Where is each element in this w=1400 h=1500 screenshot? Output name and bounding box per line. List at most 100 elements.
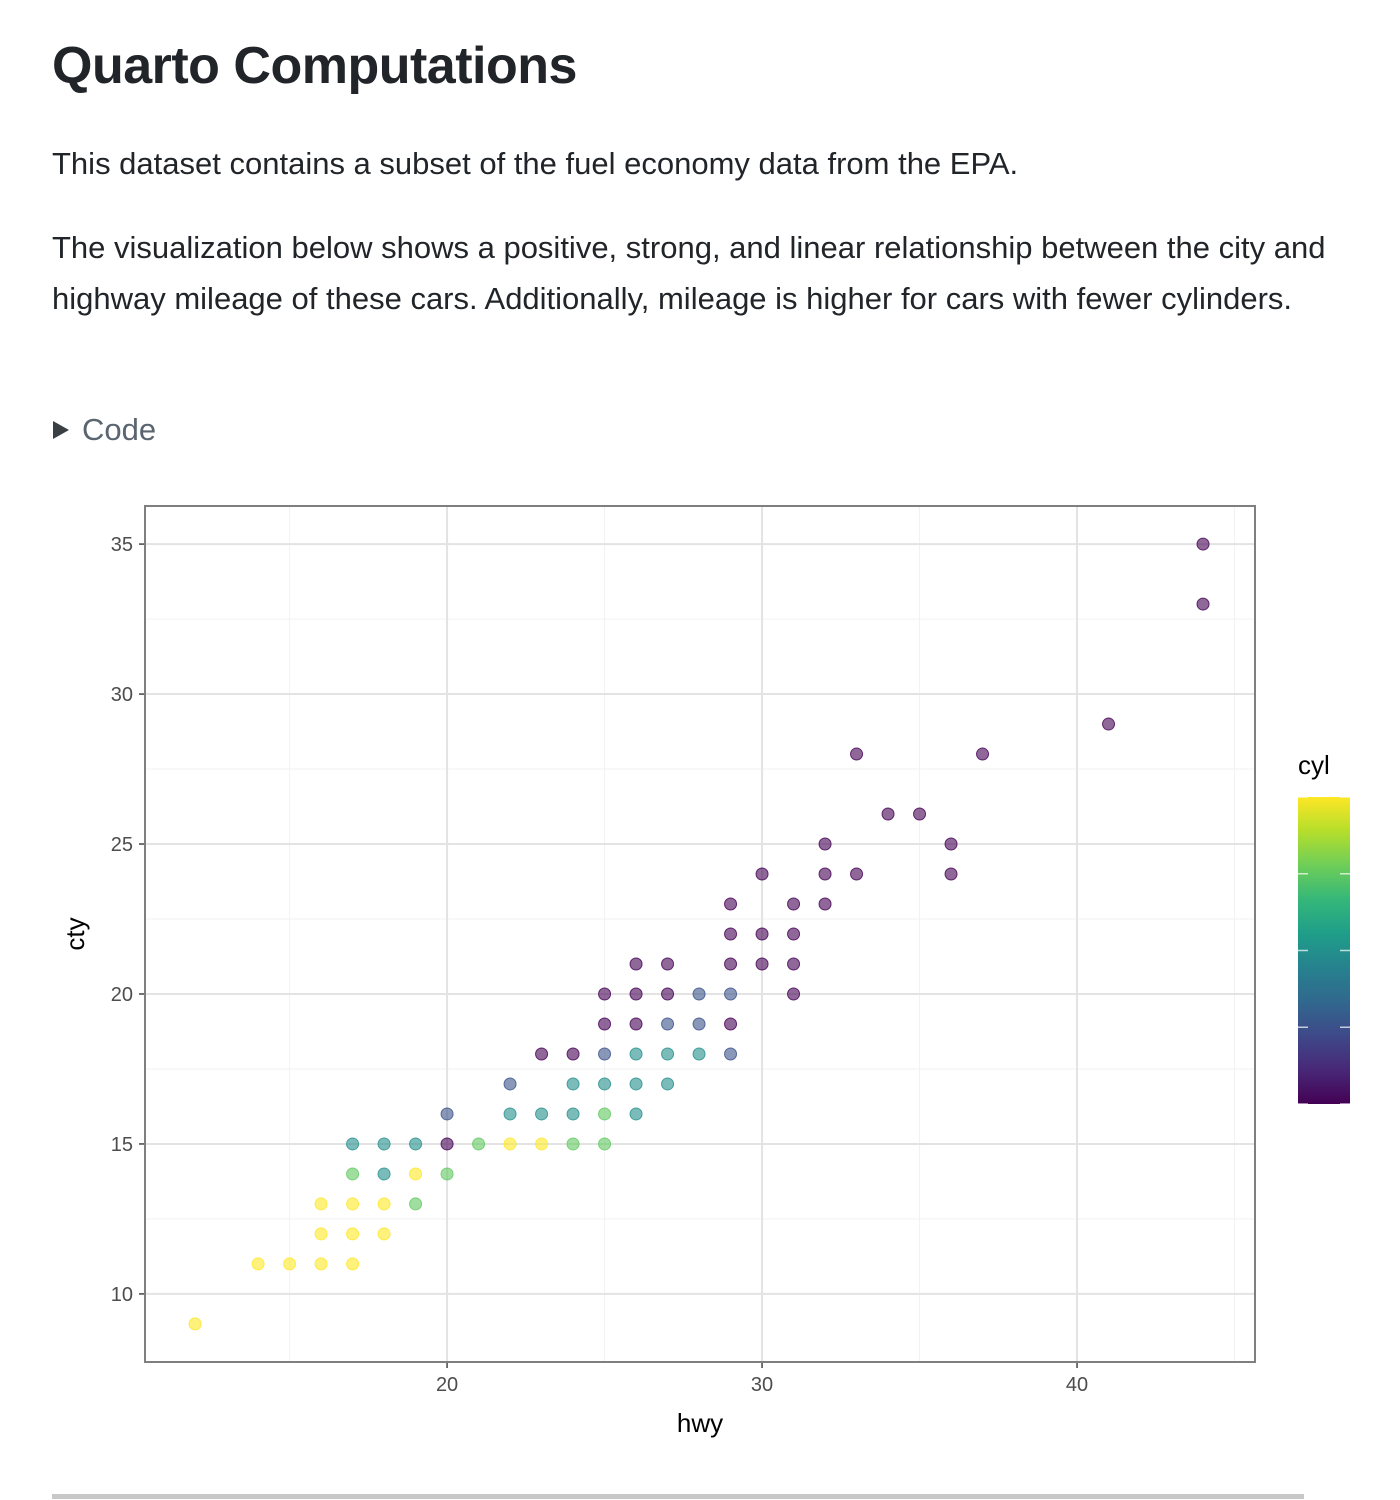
y-axis-label: cty <box>60 917 90 950</box>
point <box>346 1167 360 1181</box>
point <box>818 867 832 881</box>
point <box>535 1137 549 1151</box>
point <box>346 1197 360 1211</box>
point <box>787 987 801 1001</box>
point <box>440 1167 454 1181</box>
point <box>724 1017 738 1031</box>
y-tick-label: 30 <box>111 684 133 706</box>
page-title: Quarto Computations <box>52 37 577 95</box>
code-toggle[interactable]: Code <box>52 412 156 448</box>
point <box>472 1137 486 1151</box>
point <box>818 837 832 851</box>
point <box>724 927 738 941</box>
point <box>661 957 675 971</box>
plot-border <box>144 505 1256 1363</box>
point <box>598 1107 612 1121</box>
point <box>283 1257 297 1271</box>
point <box>787 897 801 911</box>
point <box>913 807 927 821</box>
x-tick-label: 20 <box>436 1374 458 1396</box>
point <box>535 1107 549 1121</box>
point <box>409 1137 423 1151</box>
point <box>661 987 675 1001</box>
point <box>976 747 990 761</box>
point <box>188 1317 202 1331</box>
point <box>787 957 801 971</box>
point <box>1196 537 1210 551</box>
point <box>377 1167 391 1181</box>
point <box>787 927 801 941</box>
point <box>692 1047 706 1061</box>
point <box>409 1167 423 1181</box>
point <box>881 807 895 821</box>
x-tick-label: 40 <box>1066 1374 1088 1396</box>
point <box>724 987 738 1001</box>
paragraph: The visualization below shows a positive… <box>52 230 1326 316</box>
plot-background <box>145 506 1255 1362</box>
legend-title: cyl <box>1298 750 1330 780</box>
x-tick-label: 30 <box>751 1374 773 1396</box>
point <box>440 1107 454 1121</box>
point <box>377 1137 391 1151</box>
point <box>598 1047 612 1061</box>
point <box>566 1107 580 1121</box>
point <box>503 1137 517 1151</box>
point <box>944 867 958 881</box>
point <box>629 1077 643 1091</box>
point <box>724 1047 738 1061</box>
disclosure-triangle <box>53 421 69 439</box>
point <box>850 867 864 881</box>
point <box>598 1017 612 1031</box>
point <box>598 1077 612 1091</box>
point <box>1102 717 1116 731</box>
y-tick-label: 10 <box>111 1284 133 1306</box>
point <box>1196 597 1210 611</box>
point <box>661 1047 675 1061</box>
point <box>692 987 706 1001</box>
y-tick-label: 25 <box>111 834 133 856</box>
point <box>377 1197 391 1211</box>
code-toggle-label: Code <box>82 412 157 447</box>
point <box>314 1197 328 1211</box>
divider <box>52 1494 1304 1499</box>
point <box>251 1257 265 1271</box>
point <box>566 1047 580 1061</box>
y-tick-label: 20 <box>111 984 133 1006</box>
point <box>535 1047 549 1061</box>
point <box>661 1017 675 1031</box>
point <box>661 1077 675 1091</box>
point <box>566 1137 580 1151</box>
y-tick-label: 15 <box>111 1134 133 1156</box>
point <box>503 1077 517 1091</box>
point <box>314 1257 328 1271</box>
point <box>724 957 738 971</box>
point <box>692 1017 706 1031</box>
paragraph: This dataset contains a subset of the fu… <box>52 146 1019 181</box>
y-tick-label: 35 <box>111 534 133 556</box>
point <box>503 1107 517 1121</box>
point <box>314 1227 328 1241</box>
point <box>724 897 738 911</box>
point <box>755 867 769 881</box>
point <box>629 1047 643 1061</box>
point <box>755 957 769 971</box>
point <box>850 747 864 761</box>
point <box>629 1017 643 1031</box>
point <box>629 1107 643 1121</box>
point <box>629 987 643 1001</box>
point <box>409 1197 423 1211</box>
point <box>944 837 958 851</box>
point <box>440 1137 454 1151</box>
point <box>346 1257 360 1271</box>
point <box>598 1137 612 1151</box>
point <box>566 1077 580 1091</box>
point <box>377 1227 391 1241</box>
point <box>598 987 612 1001</box>
x-axis-label: hwy <box>677 1408 723 1438</box>
point <box>755 927 769 941</box>
point <box>818 897 832 911</box>
point <box>346 1227 360 1241</box>
point <box>346 1137 360 1151</box>
